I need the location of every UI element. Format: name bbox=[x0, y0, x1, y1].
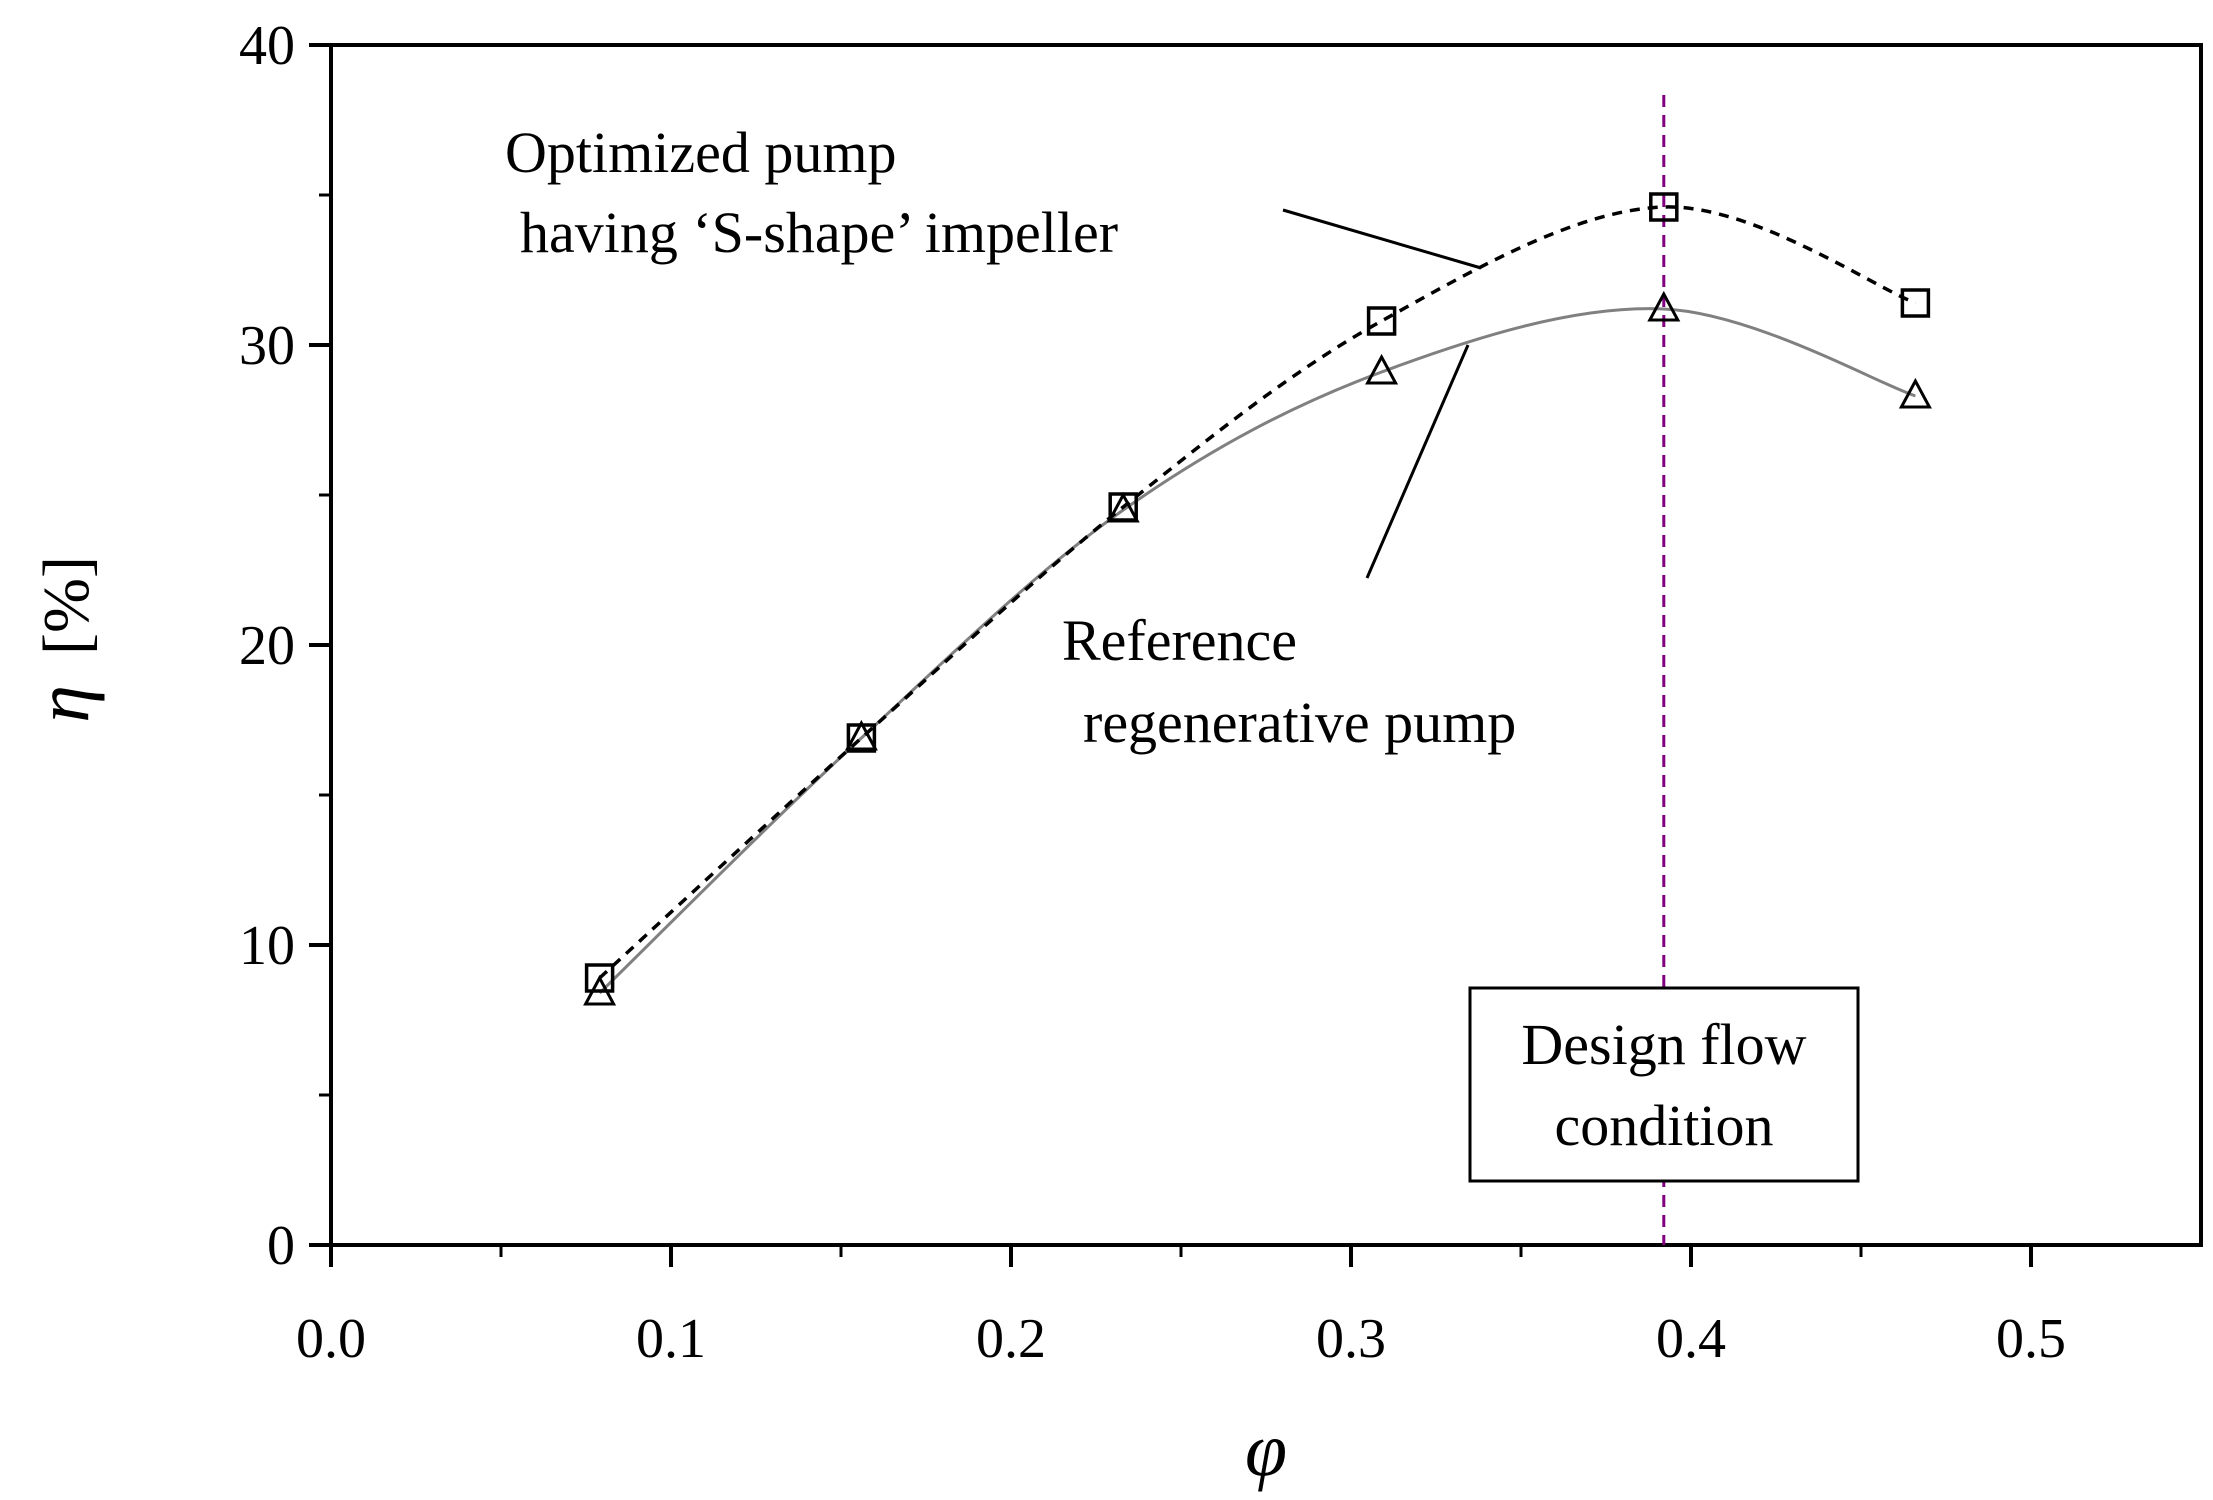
reference-point bbox=[1647, 290, 1681, 322]
x-tick-label: 0.3 bbox=[1316, 1308, 1386, 1370]
x-tick-label: 0.1 bbox=[636, 1308, 706, 1370]
y-tick-label: 10 bbox=[239, 915, 295, 977]
x-tick-label: 0.0 bbox=[296, 1308, 366, 1370]
y-tick-label: 40 bbox=[239, 15, 295, 77]
y-tick-label: 30 bbox=[239, 315, 295, 377]
reference-point bbox=[844, 719, 878, 751]
optimized-point bbox=[1108, 492, 1138, 522]
design-flow-box bbox=[1468, 986, 1860, 1183]
y-axis-symbol: η bbox=[21, 685, 105, 723]
optimized-point bbox=[846, 723, 877, 753]
optimized-point bbox=[584, 963, 615, 993]
design-flow-label: condition bbox=[1554, 1093, 1773, 1158]
reference-label: regenerative pump bbox=[1083, 690, 1516, 755]
y-tick-label: 0 bbox=[267, 1215, 295, 1277]
optimized-leader-line bbox=[1282, 208, 1482, 270]
optimized-point bbox=[1366, 306, 1397, 336]
reference-point bbox=[1898, 377, 1932, 409]
reference-label: Reference bbox=[1062, 608, 1297, 673]
reference-point bbox=[1365, 353, 1399, 385]
x-tick-label: 0.5 bbox=[1996, 1308, 2066, 1370]
optimized-label: having ‘S-shape’ impeller bbox=[520, 200, 1118, 265]
x-tick-label: 0.2 bbox=[976, 1308, 1046, 1370]
y-axis-title: η [%] bbox=[21, 556, 105, 723]
x-tick-label: 0.4 bbox=[1656, 1308, 1726, 1370]
x-axis-title: φ bbox=[1245, 1408, 1287, 1492]
optimized-series-line bbox=[598, 205, 1917, 980]
optimized-point bbox=[1900, 288, 1931, 318]
design-flow-label: Design flow bbox=[1521, 1012, 1806, 1077]
y-tick-label: 20 bbox=[239, 615, 295, 677]
y-axis-unit: [%] bbox=[30, 556, 103, 655]
reference-leader-line bbox=[1365, 344, 1470, 579]
optimized-point bbox=[1649, 192, 1679, 222]
optimized-label: Optimized pump bbox=[505, 120, 896, 185]
